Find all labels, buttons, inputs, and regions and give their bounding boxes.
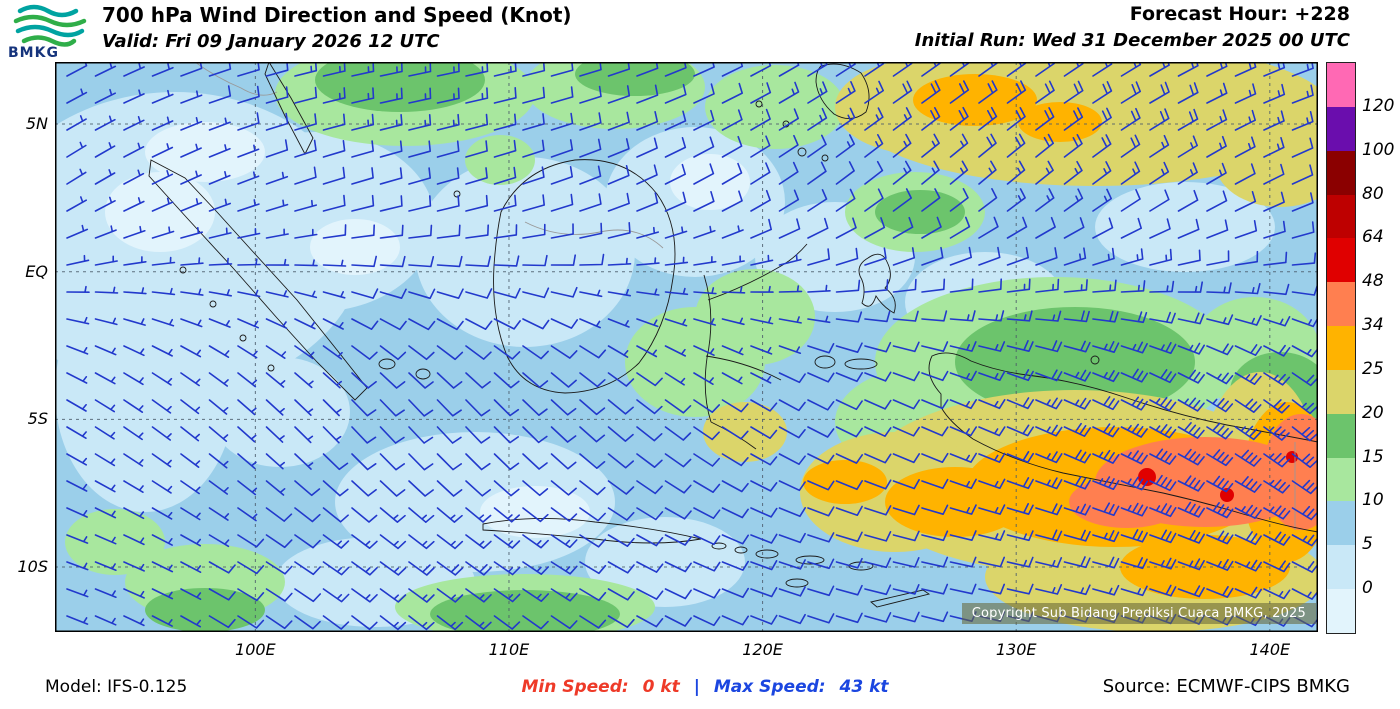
source-label: Source: ECMWF-CIPS BMKG [1102,676,1350,697]
legend-swatch [1327,63,1355,107]
legend-swatch [1327,238,1355,283]
lat-label: EQ [25,261,48,281]
max-speed-label: Max Speed: [713,677,826,697]
legend-swatch [1327,413,1355,458]
legend-swatch [1327,589,1355,633]
initial-run: Initial Run: Wed 31 December 2025 00 UTC [914,30,1350,51]
legend-tick-label: 48 [1362,271,1384,292]
legend-tick-label: 100 [1362,139,1395,160]
lat-label: 5S [27,409,48,429]
speed-range: Min Speed: 0 kt | Max Speed: 43 kt [517,677,892,697]
legend-swatch [1327,545,1355,590]
speed-legend-colorbar [1326,62,1356,634]
legend-tick-label: 80 [1362,183,1384,204]
bmkg-logo-waves [13,4,87,47]
legend-tick-label: 10 [1362,490,1384,511]
legend-tick-label: 34 [1362,315,1384,336]
bmkg-logo-text: BMKG [8,45,59,61]
lat-label: 10S [17,557,48,577]
min-speed-value: 0 kt [642,677,680,697]
legend-swatch [1327,194,1355,239]
copyright-overlay: Copyright Sub Bidang Prediksi Cuaca BMKG… [961,603,1316,624]
lat-label: 5N [25,114,48,134]
legend-swatch [1327,457,1355,502]
lon-label: 100E [235,640,276,659]
speed-separator: | [693,677,700,697]
lon-label: 130E [995,640,1037,659]
legend-tick-label: 0 [1362,578,1373,599]
wind-barb-glyphs [66,62,1318,631]
wind-barbs [66,62,1318,631]
legend-tick-label: 5 [1362,534,1373,555]
map-frame [55,62,1318,632]
model-label: Model: IFS-0.125 [45,677,188,697]
graticule [55,62,1318,632]
valid-time: Valid: Fri 09 January 2026 12 UTC [102,31,440,52]
page-title: 700 hPa Wind Direction and Speed (Knot) [102,3,572,27]
legend-tick-label: 20 [1362,402,1384,423]
speed-shading [55,62,1318,632]
lon-label: 120E [742,640,783,659]
lon-label: 140E [1249,640,1291,659]
min-speed-label: Min Speed: [521,677,629,697]
legend-swatch [1327,150,1355,195]
legend-tick-label: 120 [1362,95,1395,116]
legend-tick-label: 64 [1362,227,1384,248]
lon-label: 110E [488,640,530,659]
forecast-hour: Forecast Hour: +228 [1129,3,1350,25]
legend-tick-label: 15 [1362,446,1384,467]
wind-map [55,62,1318,632]
legend-swatch [1327,282,1355,327]
legend-swatch [1327,369,1355,414]
bmkg-logo: BMKG [8,1,98,61]
legend-tick-label: 25 [1362,358,1384,379]
max-speed-value: 43 kt [839,677,889,697]
legend-swatch [1327,326,1355,370]
header-right: Forecast Hour: +228 Initial Run: Wed 31 … [915,3,1350,51]
legend-swatch [1327,106,1355,151]
legend-swatch [1327,501,1355,546]
